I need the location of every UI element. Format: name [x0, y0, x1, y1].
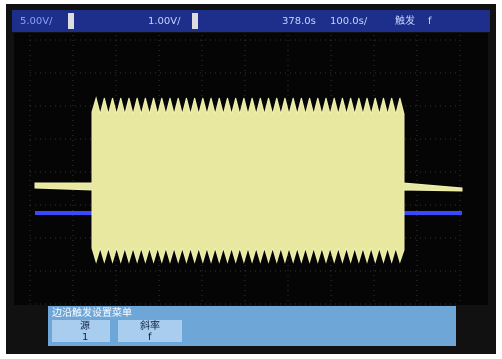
ch1-scale: 5.00V/ — [20, 16, 53, 27]
trigger-time: 378.0s — [282, 16, 316, 27]
menu-button-value: 1 — [82, 332, 88, 343]
menu-title: 边沿触发设置菜单 — [52, 306, 132, 319]
menu-button-value: f — [148, 332, 152, 343]
oscilloscope-photo: 5.00V/ 1.00V/ 378.0s 100.0s/ 触发 f 边沿触发设置… — [0, 0, 502, 359]
menu-button-label: 源 — [80, 319, 90, 332]
ch2-marker — [192, 13, 198, 29]
ch1-marker — [68, 13, 74, 29]
ch1-waveform — [35, 98, 462, 262]
trigger-edge: f — [428, 16, 432, 27]
trigger-mode: 触发 — [395, 14, 415, 27]
page: 5.00V/ 1.00V/ 378.0s 100.0s/ 触发 f 边沿触发设置… — [0, 0, 502, 359]
ch2-scale: 1.00V/ — [148, 16, 181, 27]
status-bar — [12, 10, 490, 32]
menu-button-label: 斜率 — [140, 319, 160, 332]
time-scale: 100.0s/ — [330, 16, 368, 27]
